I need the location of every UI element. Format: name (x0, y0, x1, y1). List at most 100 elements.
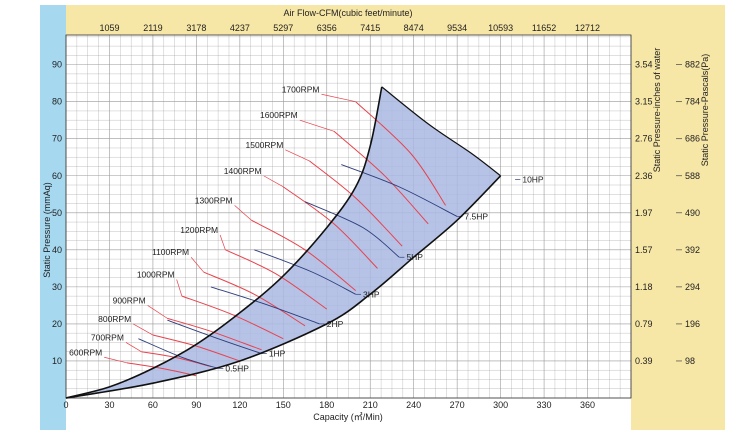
rpm-leader (125, 342, 142, 352)
rpm-leader (104, 356, 127, 364)
hp-curve (304, 201, 400, 258)
top-tick-label: 3178 (186, 23, 206, 33)
rpm-label: 1700RPM (282, 84, 320, 94)
x-tick-label: 330 (537, 400, 552, 410)
top-tick-label: 6356 (317, 23, 337, 33)
right-axis-band (631, 5, 725, 430)
y-tick-label: 10 (52, 356, 62, 366)
rpm-curve (152, 334, 240, 362)
y-tick-label: 90 (52, 60, 62, 70)
x-tick-label: 150 (276, 400, 291, 410)
y-tick-label: 80 (52, 97, 62, 107)
x-tick-label: 360 (580, 400, 595, 410)
lower-boundary (65, 175, 502, 399)
right-inch-tick-label: 0.39 (635, 356, 653, 366)
hp-label: 10HP (522, 174, 544, 184)
operating-region (66, 86, 501, 399)
x-tick-label: 180 (319, 400, 334, 410)
upper-boundary (65, 86, 383, 399)
right-pa-tick-label: 784 (685, 97, 700, 107)
rpm-curve (333, 130, 429, 225)
rpm-curve (126, 362, 197, 377)
x-tick-label: 300 (493, 400, 508, 410)
rpm-curve (355, 101, 447, 206)
right-inch-tick-label: 1.57 (635, 245, 653, 255)
rpm-label: 1600RPM (260, 110, 298, 120)
top-tick-label: 12712 (575, 23, 600, 33)
x-tick-label: 30 (104, 400, 114, 410)
top-tick-label: 7415 (360, 23, 380, 33)
hp-curve (254, 249, 356, 295)
rpm-label: 900RPM (113, 295, 146, 305)
hp-curve (210, 286, 320, 325)
x-tick-label: 270 (450, 400, 465, 410)
rpm-leader (147, 305, 168, 319)
x-tick-label: 0 (63, 400, 68, 410)
top-tick-label: 10593 (488, 23, 513, 33)
right-pa-tick-label: 686 (685, 134, 700, 144)
hp-curve (167, 319, 262, 355)
hp-label: 1HP (269, 349, 286, 359)
right-pa-tick-label: 98 (685, 356, 695, 366)
rpm-curve (251, 219, 357, 291)
y-tick-label: 20 (52, 319, 62, 329)
right-pa-tick-label: 392 (685, 245, 700, 255)
x-axis-title: Capacity (㎥/Min) (313, 412, 383, 422)
right-pa-tick-label: 294 (685, 282, 700, 292)
rpm-leader (133, 323, 154, 336)
top-tick-label: 8474 (404, 23, 424, 33)
rpm-curve (225, 249, 328, 310)
right-pa-tick-label: 882 (685, 60, 700, 70)
y-tick-label: 50 (52, 208, 62, 218)
rpm-label: 1500RPM (245, 140, 283, 150)
rpm-label: 1000RPM (137, 269, 175, 279)
plot-frame (65, 34, 632, 399)
y-tick-label: 60 (52, 171, 62, 181)
right-inch-tick-label: 1.18 (635, 282, 653, 292)
top-tick-label: 1059 (99, 23, 119, 33)
rpm-leader (219, 234, 226, 250)
x-tick-label: 210 (363, 400, 378, 410)
rpm-curve (309, 160, 403, 247)
rpm-curve (167, 317, 262, 351)
top-tick-label: 5297 (273, 23, 293, 33)
curves: 600RPM 700RPM 800RPM 900RPM 1000RPM 1100RPM 12… (65, 84, 544, 399)
axes: 0 30 60 90 120 150 180 210 240 270 300 330 360 10 20 30… (52, 23, 700, 410)
end-boundary (381, 86, 501, 177)
rpm-leader (321, 93, 356, 103)
left-axis-band (40, 5, 66, 430)
rpm-leader (190, 257, 204, 273)
top-axis-band (66, 5, 631, 35)
hp-curve (138, 338, 219, 369)
y-tick-label: 70 (52, 134, 62, 144)
right-inch-tick-label: 3.15 (635, 97, 653, 107)
top-tick-label: 11652 (532, 23, 556, 33)
x-tick-label: 60 (148, 400, 158, 410)
top-axis-title: Air Flow-CFM(cubic feet/minute) (283, 8, 412, 18)
hp-label: 7.5HP (464, 212, 488, 222)
rpm-label: 600RPM (69, 347, 102, 357)
right-inch-tick-label: 3.54 (635, 60, 653, 70)
performance-region (66, 86, 501, 399)
x-tick-label: 90 (191, 400, 201, 410)
right-inch-tick-label: 2.76 (635, 134, 653, 144)
rpm-label: 1300RPM (195, 195, 233, 205)
right-pa-tick-label: 196 (685, 319, 700, 329)
hp-label: 0.5HP (225, 363, 249, 373)
rpm-leader (176, 279, 183, 297)
hp-curve (341, 164, 458, 217)
x-tick-label: 240 (406, 400, 421, 410)
x-tick-label: 120 (232, 400, 247, 410)
top-tick-label: 4237 (230, 23, 250, 33)
right-inch-tick-label: 1.97 (635, 208, 653, 218)
rpm-curve (283, 186, 378, 269)
right-pa-axis-title: Static Pressure-Pascals(Pa) (700, 54, 710, 167)
rpm-leader (299, 119, 335, 132)
y-tick-label: 30 (52, 282, 62, 292)
rpm-curve (203, 271, 306, 327)
top-tick-label: 2119 (143, 23, 162, 33)
hp-label: 2HP (327, 319, 344, 329)
rpm-curve (181, 295, 284, 340)
rpm-label: 800RPM (98, 314, 131, 324)
